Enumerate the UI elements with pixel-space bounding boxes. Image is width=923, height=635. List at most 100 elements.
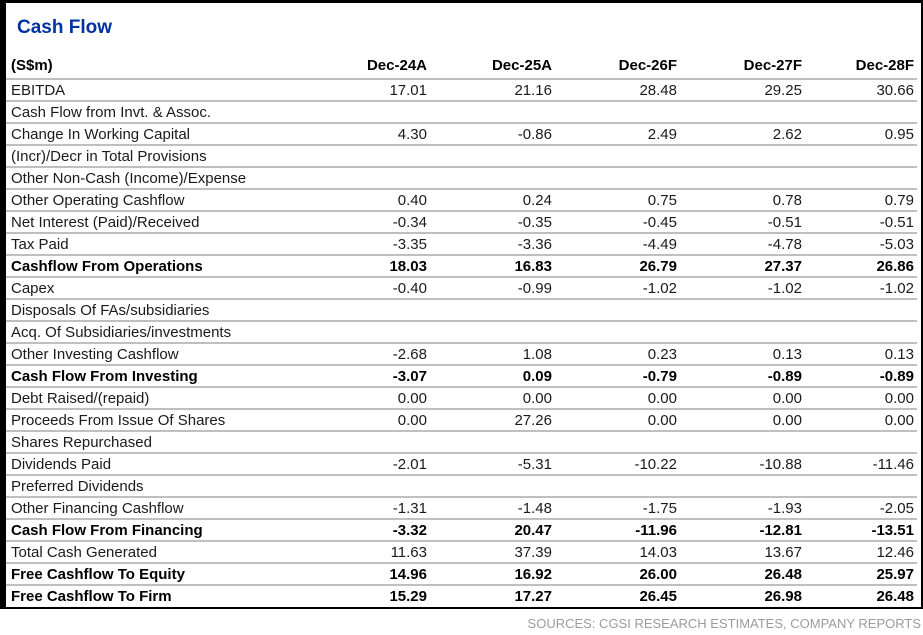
cell-value: 0.09 bbox=[430, 365, 555, 388]
cell-value: 26.48 bbox=[876, 588, 914, 605]
row-label: Other Operating Cashflow bbox=[6, 189, 305, 212]
row-label: Capex bbox=[6, 277, 305, 300]
cell-value: 0.00 bbox=[805, 387, 917, 410]
table-row: Cashflow From Operations 18.03 16.83 26.79 2… bbox=[6, 255, 917, 278]
cell-value: -10.22 bbox=[555, 453, 680, 476]
cash-flow-panel: Cash Flow (S$m) Dec-24A Dec-25A Dec-26F Dec-… bbox=[0, 0, 923, 609]
cell-value bbox=[680, 167, 805, 190]
table-row: Proceeds From Issue Of Shares 0.00 27.26 0.… bbox=[6, 409, 917, 432]
cell-value: -4.49 bbox=[555, 233, 680, 256]
cell-value: -10.88 bbox=[680, 453, 805, 476]
cell-value bbox=[305, 299, 430, 322]
cell-value: -3.36 bbox=[430, 233, 555, 256]
cell-value bbox=[680, 431, 805, 454]
cell-value: 1.08 bbox=[430, 343, 555, 366]
cell-value: -1.31 bbox=[305, 497, 430, 520]
table-row: Free Cashflow To Equity 14.96 16.92 26.00 26… bbox=[6, 563, 917, 586]
cell-value: 28.48 bbox=[555, 79, 680, 102]
cell-value: -0.86 bbox=[430, 123, 555, 146]
cell-value: -0.79 bbox=[555, 365, 680, 388]
row-label: Preferred Dividends bbox=[6, 475, 305, 498]
table-row: Net Interest (Paid)/Received -0.34 -0.35 -0… bbox=[6, 211, 917, 234]
cell-value: -1.48 bbox=[430, 497, 555, 520]
cell-value bbox=[430, 101, 555, 124]
cell-value bbox=[680, 299, 805, 322]
table-row: Debt Raised/(repaid) 0.00 0.00 0.00 0.00 0.00 bbox=[6, 387, 917, 410]
cell-value bbox=[555, 431, 680, 454]
cell-value bbox=[805, 431, 917, 454]
cell-value bbox=[305, 475, 430, 498]
cell-value: 0.00 bbox=[555, 387, 680, 410]
cell-value: 0.23 bbox=[555, 343, 680, 366]
row-label: Acq. Of Subsidiaries/investments bbox=[6, 321, 305, 344]
column-header: Dec-26F bbox=[555, 53, 680, 80]
cell-value: 4.30 bbox=[305, 123, 430, 146]
row-label: Other Financing Cashflow bbox=[6, 497, 305, 520]
cell-value: 12.46 bbox=[805, 541, 917, 564]
cell-value: 17.27 bbox=[514, 588, 552, 605]
cell-value: -0.45 bbox=[555, 211, 680, 234]
cell-value: -4.78 bbox=[680, 233, 805, 256]
cell-value: 26.48 bbox=[680, 563, 805, 586]
cashflow-table: (S$m) Dec-24A Dec-25A Dec-26F Dec-27F Dec-28F… bbox=[6, 53, 917, 607]
cell-value: -5.31 bbox=[430, 453, 555, 476]
cell-value: 14.03 bbox=[555, 541, 680, 564]
cell-value bbox=[555, 299, 680, 322]
cell-value: 26.45 bbox=[639, 588, 677, 605]
table-row: Cash Flow from Invt. & Assoc. bbox=[6, 101, 917, 124]
row-label: Change In Working Capital bbox=[6, 123, 305, 146]
row-label: Other Investing Cashflow bbox=[6, 343, 305, 366]
table-row: Other Non-Cash (Income)/Expense bbox=[6, 167, 917, 190]
cell-value: -0.51 bbox=[680, 211, 805, 234]
cell-value bbox=[805, 475, 917, 498]
row-label: Dividends Paid bbox=[6, 453, 305, 476]
cell-value: 0.00 bbox=[680, 409, 805, 432]
cell-value: -1.02 bbox=[805, 277, 917, 300]
cell-value: 27.37 bbox=[680, 255, 805, 278]
cell-value: -11.96 bbox=[555, 519, 680, 542]
cell-value bbox=[305, 167, 430, 190]
row-label: Proceeds From Issue Of Shares bbox=[6, 409, 305, 432]
cell-value: 17.01 bbox=[305, 79, 430, 102]
table-row: Tax Paid -3.35 -3.36 -4.49 -4.78 -5.03 bbox=[6, 233, 917, 256]
cell-value: -1.93 bbox=[680, 497, 805, 520]
table-row: EBITDA 17.01 21.16 28.48 29.25 30.66 bbox=[6, 79, 917, 102]
cell-value bbox=[430, 299, 555, 322]
cell-value: 0.00 bbox=[680, 387, 805, 410]
table-row: Other Investing Cashflow -2.68 1.08 0.23 0.1… bbox=[6, 343, 917, 366]
table-row: Preferred Dividends bbox=[6, 475, 917, 498]
cell-value: -2.05 bbox=[805, 497, 917, 520]
cell-value bbox=[805, 321, 917, 344]
table-row: (Incr)/Decr in Total Provisions bbox=[6, 145, 917, 168]
cell-value bbox=[430, 431, 555, 454]
cell-value: -2.01 bbox=[305, 453, 430, 476]
cell-value bbox=[430, 321, 555, 344]
table-row: Cash Flow From Investing -3.07 0.09 -0.79 -0… bbox=[6, 365, 917, 388]
cell-value: 0.13 bbox=[680, 343, 805, 366]
cell-value: 0.00 bbox=[430, 387, 555, 410]
cell-value bbox=[805, 299, 917, 322]
row-label: Other Non-Cash (Income)/Expense bbox=[6, 167, 305, 190]
row-label: Net Interest (Paid)/Received bbox=[6, 211, 305, 234]
cell-value: 26.79 bbox=[555, 255, 680, 278]
column-header: Dec-28F bbox=[805, 53, 917, 80]
cell-value: 26.86 bbox=[805, 255, 917, 278]
cell-value bbox=[555, 475, 680, 498]
cell-value bbox=[430, 167, 555, 190]
cell-value: 13.67 bbox=[680, 541, 805, 564]
cell-value: 0.40 bbox=[305, 189, 430, 212]
table-row: Other Financing Cashflow -1.31 -1.48 -1.75-… bbox=[6, 497, 917, 520]
row-label: Cashflow From Operations bbox=[6, 255, 305, 278]
column-header: Dec-24A bbox=[305, 53, 430, 80]
cell-value bbox=[680, 101, 805, 124]
cell-value: 14.96 bbox=[305, 563, 430, 586]
cell-value bbox=[555, 167, 680, 190]
cell-value: 0.00 bbox=[555, 409, 680, 432]
row-label: Tax Paid bbox=[6, 233, 305, 256]
cell-value: 16.83 bbox=[430, 255, 555, 278]
table-row: Other Operating Cashflow 0.40 0.24 0.75 0.78… bbox=[6, 189, 917, 212]
cell-value: 27.26 bbox=[430, 409, 555, 432]
table-header-row: (S$m) Dec-24A Dec-25A Dec-26F Dec-27F Dec-28F bbox=[6, 53, 917, 80]
table-row: Total Cash Generated 11.63 37.39 14.03 13.67… bbox=[6, 541, 917, 564]
cell-value: -0.89 bbox=[680, 365, 805, 388]
